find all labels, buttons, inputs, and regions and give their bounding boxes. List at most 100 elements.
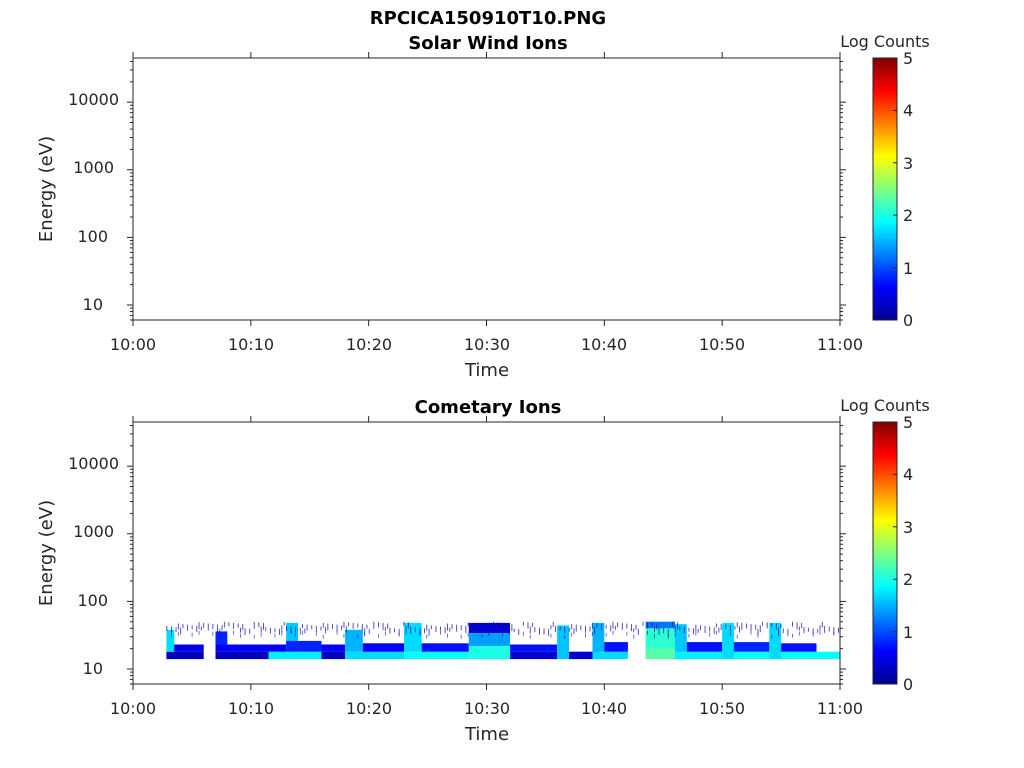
heatmap-speckle xyxy=(398,628,400,635)
heatmap-speckle xyxy=(198,622,200,630)
heatmap-speckle xyxy=(171,626,172,634)
heatmap-speckle xyxy=(212,631,214,636)
heatmap-speckle xyxy=(633,628,635,633)
heatmap-speckle xyxy=(378,622,379,628)
heatmap-speckle xyxy=(460,634,462,639)
heatmap-speckle xyxy=(568,627,570,632)
heatmap-speckle xyxy=(336,630,338,635)
heatmap-speckle xyxy=(571,624,573,630)
heatmap-speckle xyxy=(506,623,508,629)
heatmap-speckle xyxy=(736,634,738,639)
heatmap-speckle xyxy=(591,622,593,629)
heatmap-speckle xyxy=(683,627,685,634)
colorbar-tick-label: 0 xyxy=(903,675,913,694)
x-tick-label: 11:00 xyxy=(817,699,863,718)
y-minor-ticks xyxy=(127,416,846,690)
heatmap-speckle xyxy=(410,626,412,634)
colorbar-tick-label: 0 xyxy=(903,311,913,330)
heatmap-speckle xyxy=(522,621,524,626)
heatmap-cell xyxy=(569,651,599,660)
heatmap-cell xyxy=(468,622,510,633)
heatmap-speckle xyxy=(357,634,359,639)
colorbar-tick-label: 5 xyxy=(903,413,913,432)
heatmap-speckle xyxy=(244,628,246,636)
heatmap-speckle xyxy=(384,627,386,632)
heatmap-speckle xyxy=(564,634,566,639)
heatmap-speckle xyxy=(635,624,637,630)
heatmap-speckle xyxy=(819,630,821,635)
heatmap-speckle xyxy=(688,633,690,638)
heatmap-speckle xyxy=(833,627,835,635)
heatmap-speckle xyxy=(378,633,379,638)
heatmap-cell xyxy=(345,629,363,652)
colorbar-tick-label: 2 xyxy=(903,206,913,225)
heatmap-speckle xyxy=(585,625,586,633)
heatmap-speckle xyxy=(407,622,409,629)
heatmap-cell xyxy=(468,633,510,646)
heatmap-speckle xyxy=(449,627,451,632)
heatmap-cell xyxy=(592,622,605,652)
heatmap-cell xyxy=(174,644,204,652)
heatmap-speckle xyxy=(419,627,421,635)
heatmap-speckle xyxy=(295,632,297,637)
heatmap-cell xyxy=(722,622,734,660)
heatmap-speckle xyxy=(368,628,370,634)
heatmap-speckle xyxy=(279,628,280,635)
heatmap-speckle xyxy=(233,622,234,629)
heatmap-speckle xyxy=(253,621,255,629)
heatmap-speckle xyxy=(591,631,593,636)
heatmap-speckle xyxy=(672,621,674,627)
y-tick-label: 10000 xyxy=(68,90,119,109)
colorbar-tick-label: 1 xyxy=(903,259,913,278)
heatmap-speckle xyxy=(605,624,607,629)
heatmap-speckle xyxy=(488,628,490,634)
heatmap-speckle xyxy=(207,623,209,631)
heatmap-cell xyxy=(404,622,422,652)
colorbar-label: Log Counts xyxy=(840,32,930,51)
y-axis-label: Energy (eV) xyxy=(36,500,57,606)
heatmap-speckle xyxy=(642,621,644,626)
heatmap-speckle xyxy=(529,634,531,639)
heatmap-speckle xyxy=(766,622,768,629)
heatmap-speckle xyxy=(674,632,676,637)
y-tick-label: 1000 xyxy=(73,522,114,541)
heatmap-speckle xyxy=(311,625,313,630)
heatmap-speckle xyxy=(481,633,483,638)
heatmap-speckle xyxy=(219,634,221,639)
heatmap-speckle xyxy=(322,622,324,628)
heatmap-speckle xyxy=(614,625,616,630)
heatmap-speckle xyxy=(364,632,366,637)
heatmap-speckle xyxy=(564,627,566,634)
heatmap-speckle xyxy=(778,627,780,635)
x-tick-label: 10:10 xyxy=(228,335,274,354)
y-tick-label: 1000 xyxy=(73,158,114,177)
heatmap-speckle xyxy=(322,634,324,639)
heatmap-speckle xyxy=(594,627,596,635)
y-axis: 10 100 1000 10000 xyxy=(68,454,119,678)
heatmap-cell xyxy=(686,642,723,652)
x-tick-label: 10:30 xyxy=(464,335,510,354)
heatmap-speckle xyxy=(729,631,731,636)
heatmap-speckle xyxy=(796,622,798,630)
heatmap-speckle xyxy=(341,625,343,631)
heatmap-speckle xyxy=(534,627,536,633)
heatmap-speckle xyxy=(258,622,260,628)
heatmap-speckle xyxy=(695,624,697,632)
x-axis: 10:00 10:10 10:20 10:30 10:40 10:50 11:0… xyxy=(110,699,863,718)
heatmap-speckle xyxy=(775,623,777,630)
heatmap-speckle xyxy=(755,624,757,630)
heatmap-speckle xyxy=(596,623,598,628)
heatmap-speckle xyxy=(771,634,773,639)
heatmap-speckle xyxy=(778,632,780,637)
heatmap-speckle xyxy=(219,628,221,633)
heatmap-speckle xyxy=(762,621,763,626)
heatmap-speckle xyxy=(191,632,193,637)
heatmap-speckle xyxy=(366,624,368,629)
heatmap-speckle xyxy=(502,632,504,637)
heatmap-speckle xyxy=(171,633,172,638)
heatmap-speckle xyxy=(725,624,727,629)
heatmap-speckle xyxy=(757,633,759,638)
heatmap-speckle xyxy=(688,627,690,632)
heatmap-speckle xyxy=(419,631,421,636)
cometary-ions-panel: Cometary Ions 10 100 1000 10000 10:00 10… xyxy=(36,396,930,745)
